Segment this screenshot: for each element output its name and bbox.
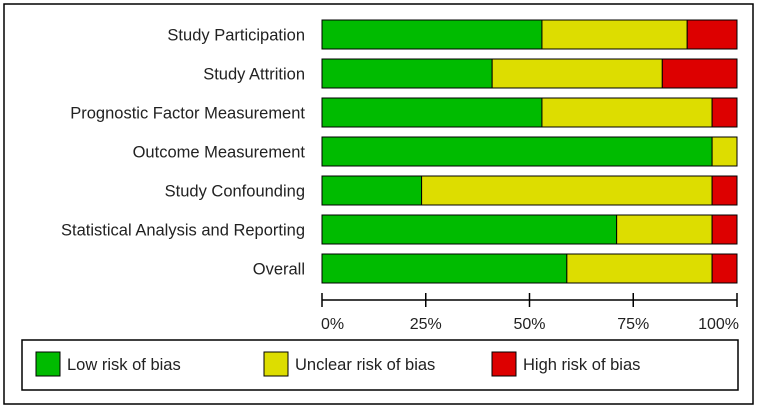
- bar-segment-1-row-6: [321, 214, 618, 245]
- bar-segment-1-row-7: [321, 253, 568, 284]
- bar-segment-1-row-3: [321, 97, 543, 128]
- bar-segment-2-row-7: [566, 253, 713, 284]
- bar-outline-row-1: [321, 19, 738, 50]
- bar-segment-2-row-6: [616, 214, 713, 245]
- bar-segment-2-row-1: [541, 19, 688, 50]
- bar-outline-row-7: [321, 253, 738, 284]
- bar-segment-3-row-3: [711, 97, 738, 128]
- x-axis: 0% 25% 50% 75% 100%: [321, 293, 739, 333]
- bar-segment-3-row-2: [661, 58, 738, 89]
- bar-segment-3-row-7: [711, 253, 738, 284]
- x-tick-label: 0%: [321, 316, 344, 333]
- bar-segment-3-row-5: [711, 175, 738, 206]
- bar-segment-1-row-1: [321, 19, 543, 50]
- x-tick-label: 50%: [513, 316, 545, 333]
- legend-label: Low risk of bias: [67, 356, 181, 374]
- category-label: Outcome Measurement: [133, 144, 306, 162]
- x-tick-label: 25%: [410, 316, 442, 333]
- legend-swatch: [263, 351, 289, 377]
- bar-outline-row-3: [321, 97, 738, 128]
- bar-outline-row-6: [321, 214, 738, 245]
- legend-label: Unclear risk of bias: [295, 356, 435, 374]
- bar-segment-2-row-4: [711, 136, 738, 167]
- category-label: Overall: [253, 261, 305, 279]
- bar-segment-2-row-2: [491, 58, 663, 89]
- category-label: Study Attrition: [203, 66, 305, 84]
- bar-outline-row-2: [321, 58, 738, 89]
- bar-segment-2-row-5: [421, 175, 713, 206]
- legend-swatch: [491, 351, 517, 377]
- x-tick-label: 100%: [698, 316, 739, 333]
- bars-group: [321, 19, 738, 284]
- bar-segment-1-row-5: [321, 175, 423, 206]
- legend-label: High risk of bias: [523, 356, 640, 374]
- category-labels: Study Participation Study Attrition Progno…: [61, 27, 305, 279]
- category-label: Study Confounding: [165, 183, 305, 201]
- legend-swatch: [35, 351, 61, 377]
- legend-box: [21, 339, 739, 391]
- bar-outline-row-5: [321, 175, 738, 206]
- bar-segment-3-row-6: [711, 214, 738, 245]
- legend: Low risk of bias Unclear risk of bias High…: [35, 351, 640, 377]
- category-label: Prognostic Factor Measurement: [70, 105, 305, 123]
- bar-segment-1-row-2: [321, 58, 493, 89]
- bar-segment-3-row-1: [686, 19, 738, 50]
- bar-segment-1-row-4: [321, 136, 713, 167]
- x-tick-label: 75%: [617, 316, 649, 333]
- bar-segment-2-row-3: [541, 97, 713, 128]
- category-label: Study Participation: [167, 27, 305, 45]
- category-label: Statistical Analysis and Reporting: [61, 222, 305, 240]
- bar-outline-row-4: [321, 136, 738, 167]
